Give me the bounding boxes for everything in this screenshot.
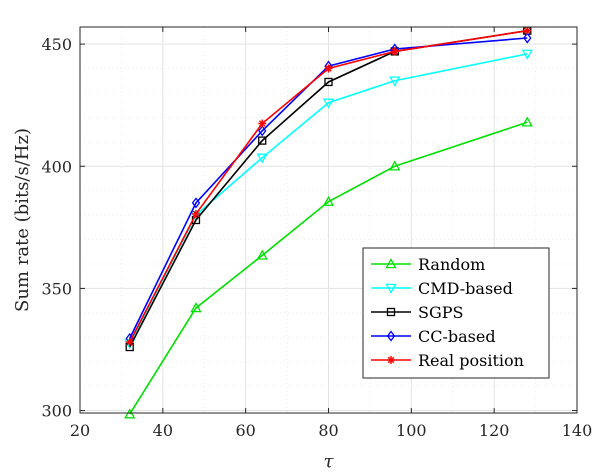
data-point-random [124,408,136,419]
data-point-cmd-based [389,76,401,87]
legend-marker [385,258,397,269]
legend-label: CMD-based [418,279,513,298]
legend-label: Real position [418,351,524,370]
data-point-sgps [324,77,333,87]
data-point-cmd-based [256,153,268,164]
data-point-random [322,195,335,206]
series-real-position [125,26,532,347]
x-tick-label: 140 [562,421,593,440]
legend-entry-cmd-based: CMD-based [371,279,513,298]
x-tick-label: 60 [235,421,255,440]
y-tick-label: 350 [41,279,72,298]
x-tick-label: 20 [70,421,90,440]
legend-marker [385,283,397,294]
x-tick-label: 100 [396,421,427,440]
series-line-random [129,121,528,415]
x-tick-label: 120 [479,421,510,440]
legend-entry-random: Random [371,255,485,274]
x-axis-label: τ [324,451,335,472]
y-axis-label: Sum rate (bits/s/Hz) [12,128,33,312]
data-point-cmd-based [322,98,335,109]
asterisk-stroke [391,48,399,55]
legend-marker [386,307,396,317]
series-random [124,116,533,419]
data-point-cc-based [258,125,267,137]
data-point-real-position [125,338,134,347]
data-point-real-position [191,209,200,218]
x-tick-label: 80 [318,421,338,440]
legend-label: CC-based [418,327,496,346]
data-point-sgps [258,136,267,145]
asterisk-stroke [325,65,332,72]
data-point-cc-based [523,32,532,44]
data-point-random [190,302,202,313]
x-tick-label: 40 [153,421,173,440]
data-point-real-position [258,119,267,128]
data-point-random [521,116,533,127]
data-point-real-position [324,64,333,73]
data-point-real-position [390,47,399,56]
data-point-cmd-based [521,49,533,60]
asterisk-stroke [258,120,266,127]
series-line-real-position [128,29,528,343]
data-point-random [256,249,268,260]
legend-marker [386,330,396,342]
series-lines [124,26,533,419]
asterisk-stroke [524,27,531,34]
legend: Random CMD-based SGPS CC-based Real position [362,247,550,379]
series-line-cc-based [128,37,528,339]
legend-label: Random [418,255,485,274]
y-tick-label: 400 [41,157,72,176]
data-point-random [389,160,401,171]
legend-entry-real-position: Real position [371,351,524,370]
legend-entry-cc-based: CC-based [371,327,496,346]
legend-entry-sgps: SGPS [371,303,463,322]
legend-label: SGPS [418,303,463,322]
y-tick-label: 450 [41,35,72,54]
data-point-cc-based [191,197,201,209]
asterisk-stroke [387,356,395,364]
y-tick-label: 300 [41,402,72,421]
axis-ticks: 20 40 60 80 100 120 140 300 350 400 450 [41,27,592,440]
data-point-real-position [523,26,532,35]
asterisk-stroke [192,210,200,218]
asterisk-stroke [126,338,133,346]
legend-marker [387,356,395,364]
